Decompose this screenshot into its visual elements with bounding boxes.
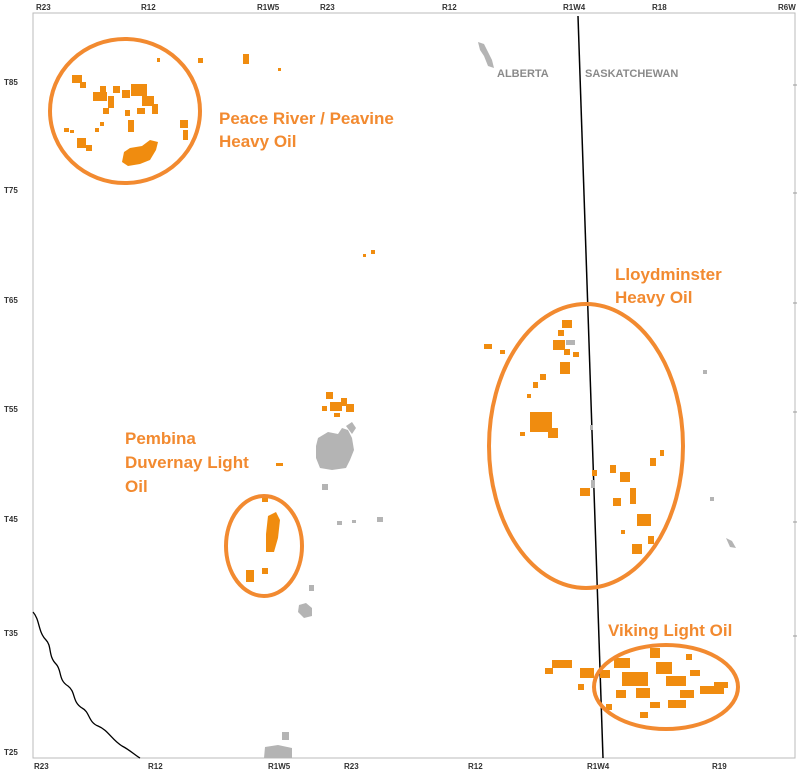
- pembina-outline: [224, 494, 304, 598]
- left-township-labels: T85 T75 T65 T55 T45 T35 T25: [4, 78, 18, 757]
- top-label: R6W: [778, 3, 796, 12]
- left-label: T65: [4, 296, 18, 305]
- viking-label: Viking Light Oil: [608, 621, 732, 640]
- region-outlines: [48, 37, 740, 731]
- map-frame: [32, 12, 796, 759]
- left-label: T85: [4, 78, 18, 87]
- provincial-border: [577, 15, 604, 759]
- left-label: T55: [4, 405, 18, 414]
- top-label: R1W4: [563, 3, 586, 12]
- bottom-label: R1W5: [268, 762, 291, 771]
- pembina-label-line2: Duvernay Light: [125, 453, 249, 472]
- bottom-label: R12: [468, 762, 483, 771]
- lloydminster-label-line1: Lloydminster: [615, 265, 722, 284]
- bottom-label: R23: [34, 762, 49, 771]
- saskatchewan-label: SASKATCHEWAN: [585, 68, 678, 80]
- oil-play-areas: [64, 54, 728, 718]
- right-edge-ticks: [793, 84, 797, 637]
- left-label: T45: [4, 515, 18, 524]
- top-label: R18: [652, 3, 667, 12]
- top-label: R1W5: [257, 3, 280, 12]
- left-label: T35: [4, 629, 18, 638]
- peace-river-outline: [48, 37, 202, 185]
- top-range-labels: R23 R12 R1W5 R23 R12 R1W4 R18 R6W: [36, 3, 796, 12]
- bc-border: [32, 611, 141, 759]
- top-label: R12: [141, 3, 156, 12]
- bottom-label: R12: [148, 762, 163, 771]
- top-label: R23: [320, 3, 335, 12]
- viking-outline: [592, 643, 740, 731]
- urban-areas: [264, 42, 736, 758]
- pembina-label-line1: Pembina: [125, 429, 196, 448]
- left-label: T75: [4, 186, 18, 195]
- top-label: R12: [442, 3, 457, 12]
- peace-river-label-line2: Heavy Oil: [219, 132, 297, 151]
- alberta-label: ALBERTA: [497, 68, 549, 80]
- left-label: T25: [4, 748, 18, 757]
- bottom-label: R19: [712, 762, 727, 771]
- lloydminster-label-line2: Heavy Oil: [615, 288, 693, 307]
- peace-river-label-line1: Peace River / Peavine: [219, 109, 394, 128]
- region-labels: Peace River / Peavine Heavy Oil Lloydmin…: [125, 109, 732, 640]
- bottom-range-labels: R23 R12 R1W5 R23 R12 R1W4 R19: [34, 762, 727, 771]
- lloydminster-outline: [487, 302, 685, 590]
- pembina-label-line3: Oil: [125, 477, 148, 496]
- bottom-label: R1W4: [587, 762, 610, 771]
- top-label: R23: [36, 3, 51, 12]
- bottom-label: R23: [344, 762, 359, 771]
